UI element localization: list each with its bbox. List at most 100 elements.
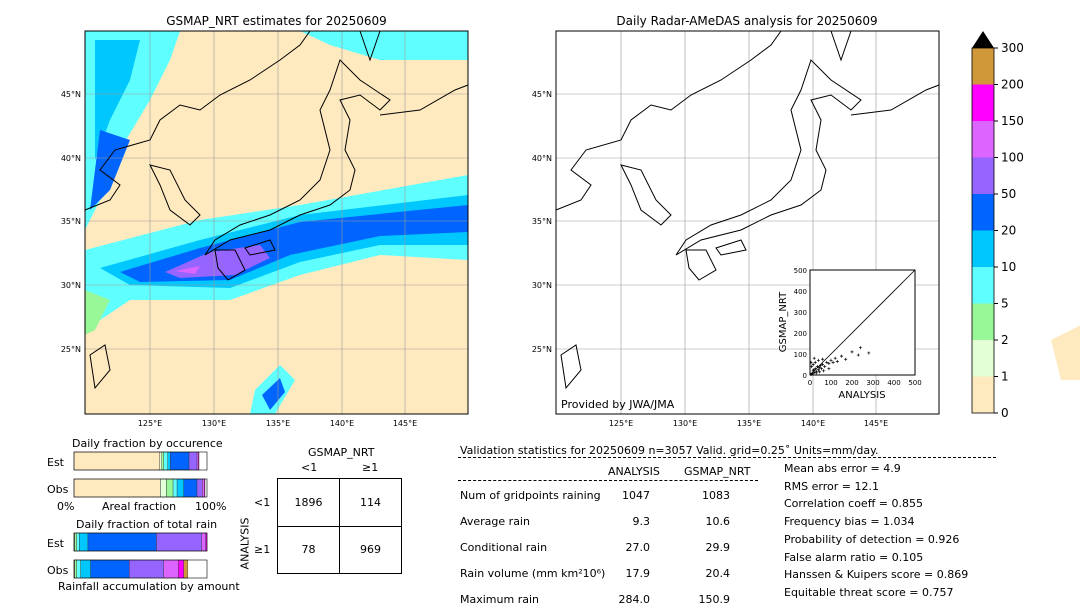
score-line: Hanssen & Kuipers score = 0.869: [784, 568, 969, 582]
scatter-point: [829, 358, 833, 362]
stat-value: 17.9: [625, 567, 651, 580]
scatter-point: [840, 354, 843, 358]
occ-obs-segment: [176, 478, 184, 498]
rain-area: [1051, 325, 1080, 380]
colorbar-extend-arrow: [972, 31, 994, 48]
scatter-y-tick: 100: [794, 351, 807, 359]
tr-obs-segment: [74, 559, 77, 579]
tr-obs-segment: [80, 559, 91, 579]
stat-label: Maximum rain: [460, 593, 539, 606]
scatter-point: [850, 350, 854, 354]
lat-tick-label: 25°N: [532, 345, 552, 354]
occ-obs-segment: [166, 478, 174, 498]
cont-row-1: ≥1: [254, 543, 271, 556]
stat-label: Num of gridpoints raining: [460, 489, 601, 502]
colorbar-tick-label: 50: [1001, 187, 1016, 201]
colorbar-tick-label: 0: [1001, 406, 1009, 420]
scatter-xlabel: ANALYSIS: [838, 390, 885, 401]
stats-col-analysis: ANALYSIS: [608, 465, 660, 478]
score-line: Mean abs error = 4.9: [784, 462, 901, 475]
scatter-point: [831, 360, 835, 364]
lon-tick-label: 125°E: [138, 419, 162, 428]
colorbar-tick-label: 1: [1001, 370, 1009, 384]
rain-area: [90, 130, 130, 210]
lon-tick-label: 145°E: [864, 419, 888, 428]
scatter-point: [867, 351, 871, 355]
colorbar: 0 1 2 5 10 20 50 100 150 200 300: [971, 31, 1024, 420]
colorbar-tick-label: 20: [1001, 224, 1016, 238]
scatter-y-tick: 0: [803, 372, 807, 380]
coastline: [214, 249, 246, 281]
occ-xlabel: Areal fraction: [102, 500, 177, 513]
colorbar-segment: [972, 194, 994, 231]
scatter-point: [811, 363, 815, 366]
lon-tick-label: 125°E: [609, 419, 633, 428]
lat-tick-label: 30°N: [61, 281, 81, 290]
occ-x1: 100%: [195, 500, 227, 513]
stat-value: 1083: [702, 489, 730, 502]
occ-obs-segment: [183, 478, 198, 498]
scatter-point: [827, 367, 831, 371]
colorbar-tick-label: 300: [1001, 41, 1024, 55]
lon-tick-label: 140°E: [801, 419, 825, 428]
scatter-x-tick: 400: [887, 379, 900, 387]
scatter-point: [858, 346, 862, 350]
scatter-point: [817, 370, 821, 374]
cell-hits: 969: [360, 543, 381, 556]
total-rain-title: Daily fraction of total rain: [76, 518, 218, 531]
scatter-point: [812, 356, 816, 360]
occ-x0: 0%: [57, 500, 75, 513]
stat-value: 10.6: [705, 515, 731, 528]
lat-tick-label: 40°N: [532, 154, 552, 163]
lat-tick-label: 40°N: [61, 154, 81, 163]
occ-est-segment: [167, 451, 171, 471]
lat-tick-label: 45°N: [532, 90, 552, 99]
scatter-point: [823, 365, 827, 369]
score-line: Equitable threat score = 0.757: [784, 585, 954, 599]
colorbar-segment: [972, 84, 994, 121]
colorbar-tick-label: 100: [1001, 151, 1024, 165]
tr-est-segment: [74, 532, 77, 552]
scatter-point: [820, 367, 824, 371]
occ-row-est: Est: [47, 456, 64, 469]
lon-tick-label: 145°E: [393, 419, 417, 428]
tr-obs-segment: [90, 559, 130, 579]
coastline: [560, 344, 582, 390]
coastline: [149, 164, 201, 226]
coastline: [850, 84, 940, 116]
scatter-point: [835, 359, 839, 363]
occ-est-segment: [170, 451, 190, 471]
tr-est-segment: [76, 532, 80, 552]
tr-xlabel: Rainfall accumulation by amount: [58, 580, 240, 593]
coastline: [84, 30, 311, 211]
right-map-title: Daily Radar-AMeDAS analysis for 20250609: [616, 14, 878, 28]
tr-est-segment: [156, 532, 202, 552]
stats-col-gsmap: GSMAP_NRT: [684, 465, 751, 478]
occ-obs-segment: [172, 478, 178, 498]
colorbar-tick-label: 150: [1001, 114, 1024, 128]
fraction-bars-svg: [73, 451, 208, 579]
lat-tick-label: 35°N: [532, 217, 552, 226]
occ-obs-frame: [73, 478, 208, 498]
lon-tick-label: 140°E: [330, 419, 354, 428]
scatter-y-tick: 200: [794, 330, 807, 338]
occ-est-frame: [73, 451, 208, 471]
scatter-inset: 00 100 100 200 200 300 300 400 400 500 500 ANALYSIS…: [778, 267, 922, 401]
occurrence-title: Daily fraction by occurence: [72, 437, 223, 450]
lon-tick-label: 135°E: [737, 419, 761, 428]
coastline: [379, 84, 469, 116]
lat-tick-label: 30°N: [532, 281, 552, 290]
occ-obs-segment: [202, 478, 205, 498]
occ-est-segment: [73, 451, 160, 471]
tr-obs-segment: [183, 559, 188, 579]
tr-est-segment: [87, 532, 157, 552]
coastline: [204, 59, 391, 256]
colorbar-segment: [972, 230, 994, 267]
occ-est-segment: [188, 451, 198, 471]
score-line: False alarm ratio = 0.105: [784, 550, 924, 564]
occ-est-segment: [159, 451, 162, 471]
occ-est-segment: [161, 451, 164, 471]
rain-area: [175, 266, 200, 274]
colorbar-segment: [972, 157, 994, 194]
colorbar-frame: [971, 47, 995, 414]
